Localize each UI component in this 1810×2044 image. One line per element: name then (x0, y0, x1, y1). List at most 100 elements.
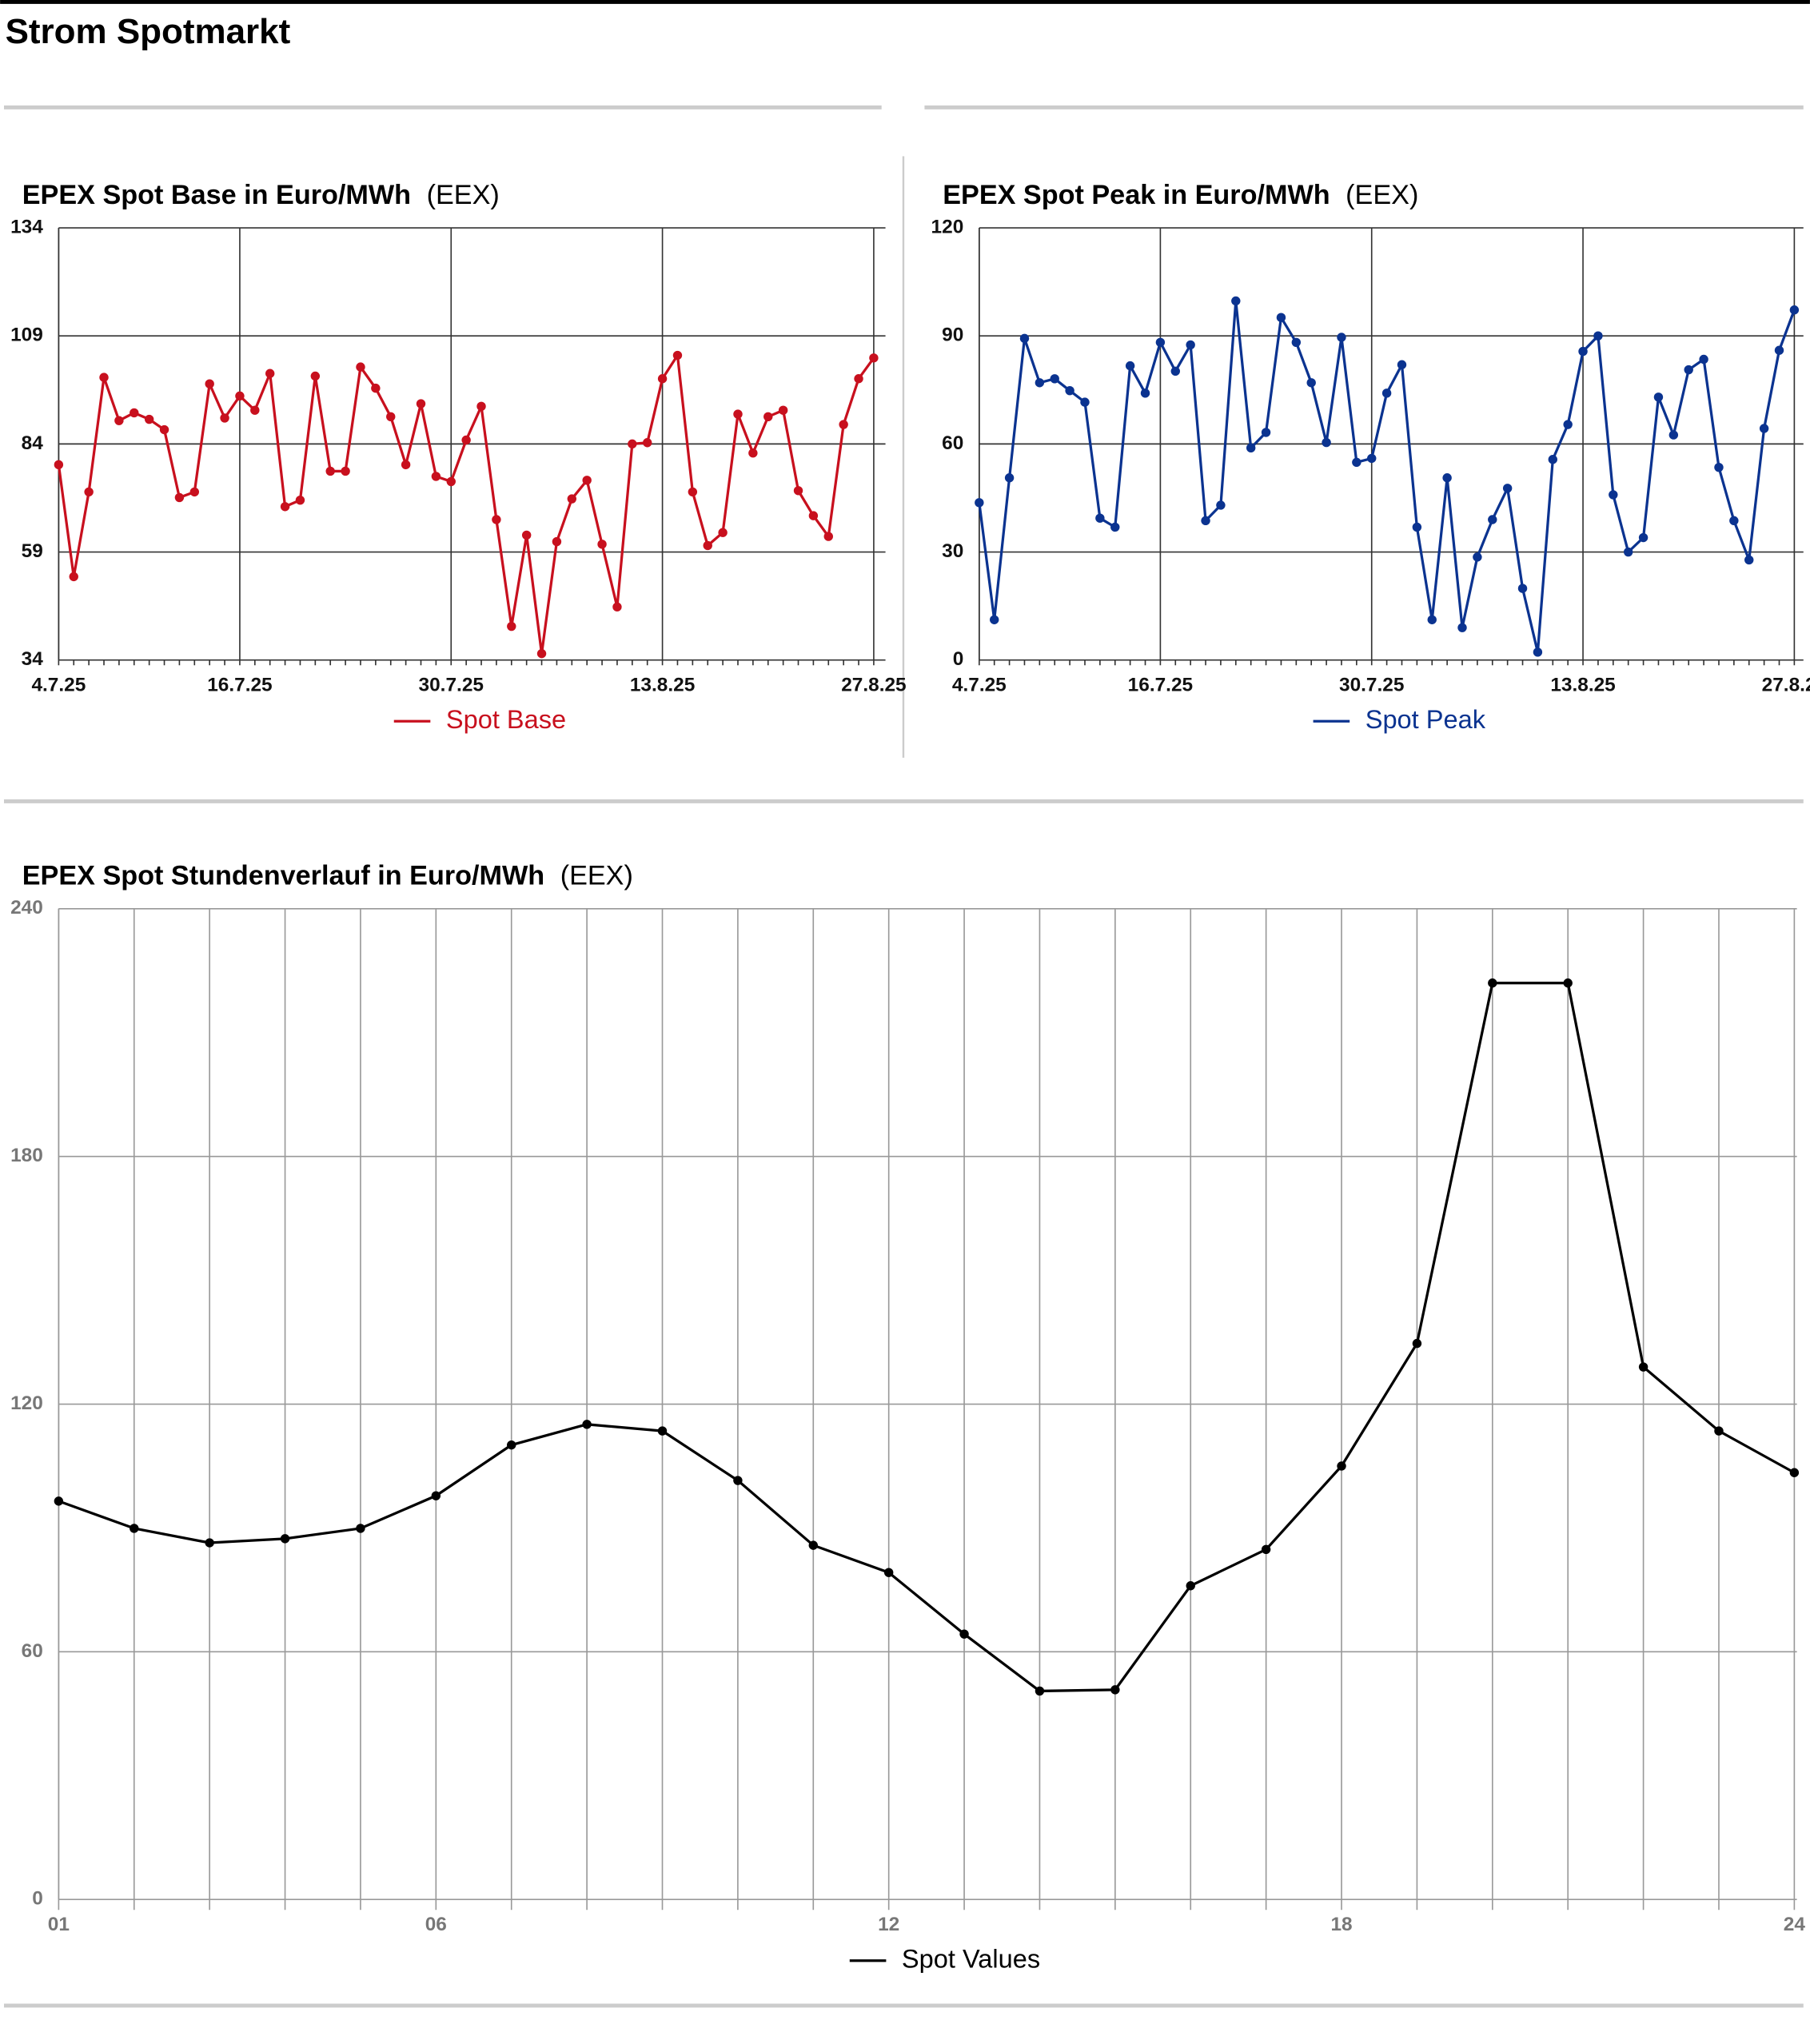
y-tick-label: 0 (953, 648, 964, 670)
y-tick-label: 240 (10, 897, 43, 918)
data-point (1095, 513, 1105, 523)
x-tick-label: 30.7.25 (1339, 675, 1404, 696)
data-point (280, 502, 290, 512)
y-tick-label: 59 (22, 540, 43, 562)
data-point (597, 540, 607, 549)
data-point (567, 494, 577, 504)
data-point (1563, 978, 1573, 988)
data-point (628, 439, 637, 449)
x-tick-label: 18 (1330, 1914, 1352, 1935)
data-point (552, 536, 562, 547)
data-point (1609, 490, 1618, 500)
data-point (582, 1420, 592, 1429)
chart-source: (EEX) (560, 861, 633, 891)
data-point (1729, 516, 1739, 526)
data-point (1427, 615, 1437, 624)
data-point (612, 602, 622, 612)
data-point (823, 532, 833, 541)
data-point (1699, 354, 1708, 365)
data-point (174, 492, 185, 503)
data-point (1789, 305, 1800, 315)
x-tick-label: 24 (1784, 1914, 1806, 1935)
data-point (839, 420, 848, 429)
x-tick-label: 4.7.25 (31, 675, 86, 696)
data-point (1261, 1544, 1271, 1554)
data-point (1276, 313, 1286, 322)
data-point (718, 528, 728, 537)
chart-source: (EEX) (427, 180, 500, 210)
data-point (1714, 1426, 1724, 1436)
data-point (1473, 552, 1482, 562)
data-point (1110, 522, 1120, 532)
data-point (672, 350, 683, 361)
data-point (808, 511, 819, 520)
data-point (1397, 360, 1407, 369)
data-point (1231, 296, 1241, 306)
data-point (325, 466, 335, 476)
data-point (1548, 455, 1557, 464)
data-point (54, 460, 64, 470)
data-point (1337, 333, 1346, 342)
data-point (1306, 378, 1316, 388)
y-tick-label: 60 (22, 1640, 43, 1662)
y-tick-label: 30 (942, 540, 963, 562)
data-point (657, 1426, 668, 1436)
data-point (1125, 361, 1135, 371)
data-point (1789, 1468, 1800, 1477)
data-point (130, 408, 139, 418)
data-point (295, 495, 305, 505)
data-point (99, 373, 109, 382)
data-point (476, 401, 486, 412)
x-tick-label: 12 (878, 1914, 899, 1935)
data-point (1140, 388, 1150, 398)
data-point (431, 1491, 441, 1500)
series-line (58, 982, 1796, 1693)
data-point (341, 466, 350, 476)
y-tick-label: 84 (22, 432, 44, 454)
data-point (1668, 430, 1679, 440)
x-tick-label: 13.8.25 (1550, 675, 1615, 696)
data-point (416, 399, 426, 408)
data-point (1019, 333, 1030, 344)
data-point (1744, 555, 1754, 565)
data-point (1623, 547, 1633, 557)
data-point (1065, 385, 1074, 396)
top-bar (0, 0, 1810, 4)
data-point (1563, 420, 1573, 429)
data-point (1638, 532, 1649, 543)
data-point (582, 476, 592, 485)
data-point (54, 1496, 64, 1506)
data-point (1517, 584, 1528, 593)
divider (902, 156, 905, 758)
data-point (1488, 515, 1497, 524)
separator (3, 2003, 1804, 2008)
x-tick-label: 16.7.25 (1128, 675, 1193, 696)
data-point (1759, 424, 1769, 433)
data-point (356, 362, 365, 372)
legend-label: Spot Base (446, 705, 566, 734)
x-tick-label: 16.7.25 (207, 675, 272, 696)
data-point (507, 1440, 516, 1450)
data-point (975, 498, 984, 508)
data-point (1593, 331, 1603, 341)
legend-label: Spot Values (902, 1944, 1040, 1973)
data-point (1412, 1338, 1422, 1349)
data-point (869, 353, 879, 363)
y-tick-label: 120 (10, 1393, 43, 1414)
y-tick-label: 109 (10, 325, 43, 346)
data-point (1170, 366, 1180, 377)
chart-title: EPEX Spot Stundenverlauf in Euro/MWh (22, 861, 544, 891)
data-point (386, 412, 396, 422)
data-point (446, 476, 456, 487)
y-tick-label: 134 (10, 216, 43, 237)
series-line (57, 351, 875, 654)
data-point (1261, 428, 1271, 437)
data-point (159, 424, 169, 435)
data-point (1638, 1362, 1649, 1372)
x-tick-label: 4.7.25 (952, 675, 1007, 696)
data-point (1186, 340, 1195, 350)
data-point (371, 383, 381, 393)
legend-label: Spot Peak (1365, 705, 1486, 734)
separator (924, 105, 1804, 110)
